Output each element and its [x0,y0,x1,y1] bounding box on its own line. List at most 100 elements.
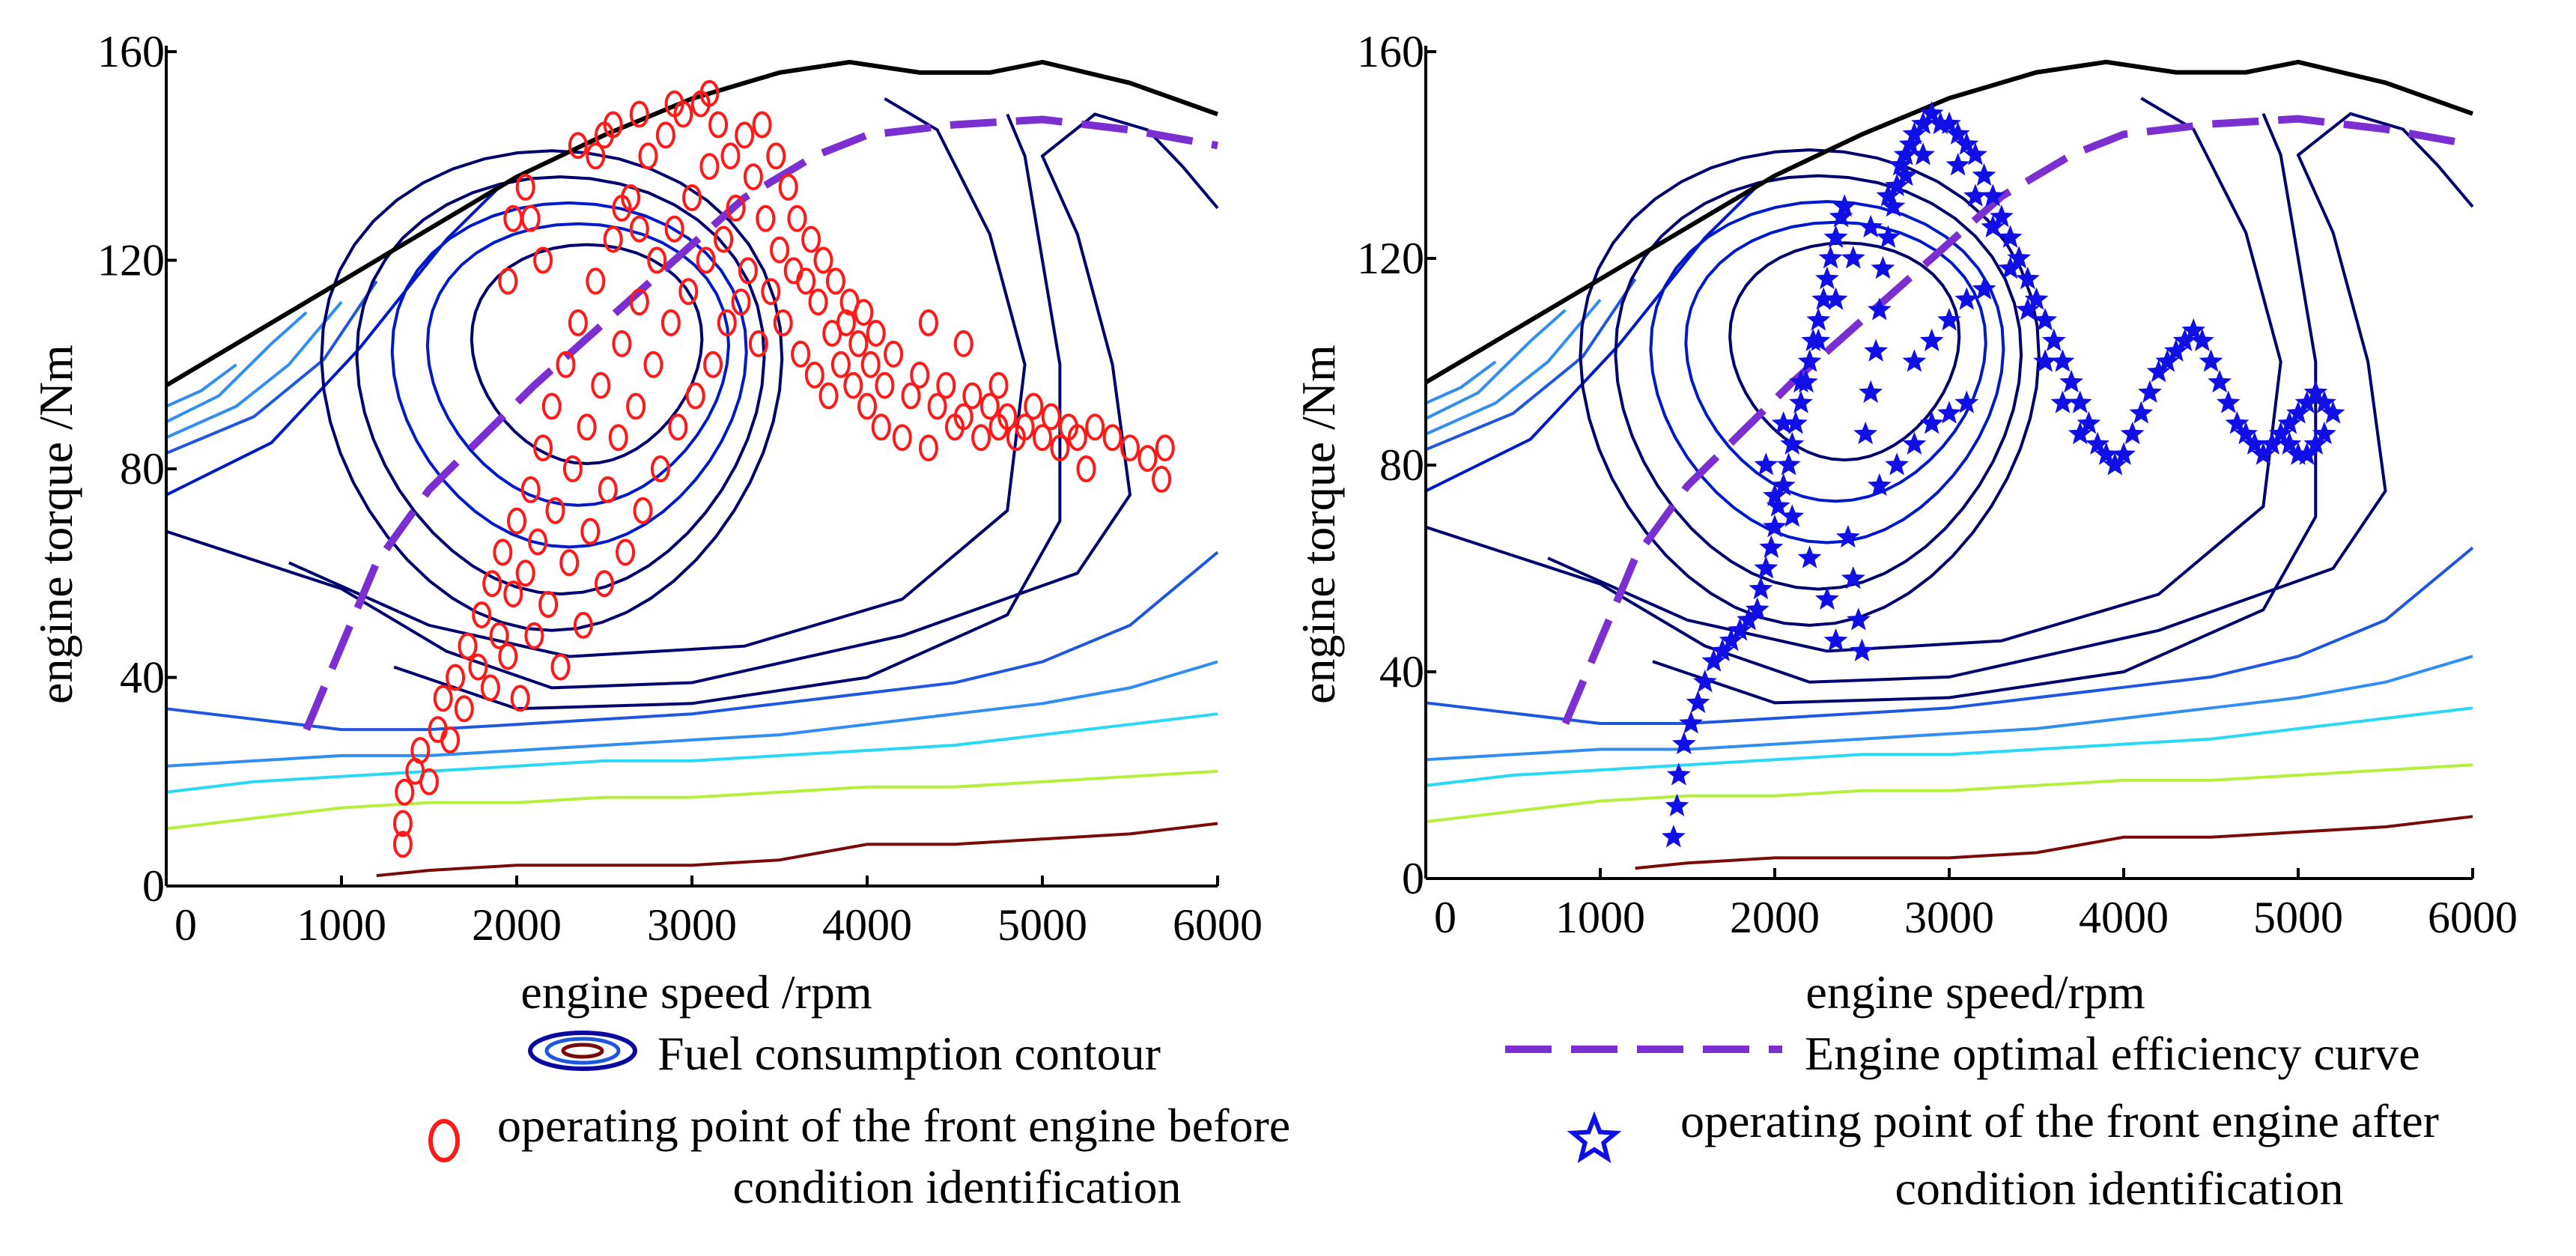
operating-point-after [1814,266,1839,290]
operating-point-after [1749,576,1773,600]
operating-point-before [1024,392,1044,420]
y-tick-label: 160 [1357,27,1424,76]
operating-point-before [629,215,649,243]
operating-point-after [1788,390,1813,413]
fuel-contour-line [1425,184,1759,493]
operating-point-before [892,424,912,452]
operating-point-after [2077,411,2101,434]
operating-point-after [2033,308,2058,331]
operating-point-after [2050,349,2075,372]
x-tick-label: 6000 [1173,900,1263,950]
fuel-contour-line [1425,360,1497,405]
operating-point-after [1776,452,1801,476]
fuel-contour-line [1425,763,2473,824]
operating-point-before [979,392,1000,420]
operating-point-before [678,278,699,306]
operating-point-before [752,111,772,139]
operating-point-after [1972,163,1996,186]
operating-point-after [2163,339,2188,362]
left-fuel-contours [165,59,1219,878]
operating-point-after [1937,111,1961,135]
operating-point-before [468,653,488,681]
fuel-contour-island [1579,148,2041,627]
operating-point-after [1981,214,2005,238]
operating-point-before [748,330,768,357]
fuel-contour-line [165,300,343,440]
operating-point-before [971,424,991,452]
fuel-contour-island [1728,241,1961,462]
operating-point-before [770,236,789,264]
operating-point-before [1152,465,1172,493]
y-tick-label: 120 [1357,234,1424,283]
operating-point-after [1841,246,1865,269]
fuel-contour-line [288,97,1027,658]
operating-point-before [510,685,530,712]
left-axes: 0 1000 2000 3000 4000 5000 6000 0 40 80 120 160 [97,27,1263,950]
operating-point-before [480,674,500,702]
operating-point-before [395,778,415,806]
operating-point-before [668,413,688,441]
x-tick-label: 4000 [2079,893,2169,942]
operating-point-after [2015,266,2040,290]
operating-point-after [1771,411,1796,434]
left-y-axis-label: engine torque /Nm [29,345,82,704]
operating-point-before [515,559,535,587]
operating-point-before [616,538,636,566]
operating-point-before [962,382,982,410]
operating-point-after [1871,256,1895,279]
right-x-axis-label: engine speed/rpm [1805,965,2145,1019]
left-chart-panel: 0 1000 2000 3000 4000 5000 6000 0 40 80 120 160 eng… [29,27,1263,1019]
operating-point-after [1818,246,1843,269]
fuel-contour-island [470,243,704,466]
operating-point-after [1728,618,1752,641]
y-tick-label: 0 [1402,854,1424,903]
operating-point-before [556,351,576,378]
operating-point-after [2208,369,2232,393]
operating-point-before [482,570,502,598]
star-icon [1567,1111,1622,1163]
operating-point-after [1841,566,1865,589]
operating-point-before [773,309,793,336]
y-tick-label: 80 [120,444,165,494]
operating-point-before [875,371,895,399]
operating-point-before [586,267,606,295]
operating-point-after [1686,690,1710,713]
x-tick-label: 2000 [1730,893,1820,942]
operating-point-before [825,267,845,295]
operating-point-after [2129,401,2154,424]
operating-point-before [848,330,869,357]
operating-point-after [1945,121,1970,145]
fuel-contour-island [355,175,766,596]
operating-point-after [1788,369,1813,393]
operating-point-after [1832,194,1857,217]
operating-point-after [1954,132,1979,155]
operating-point-before [1033,424,1052,452]
fuel-contour-line [165,311,308,424]
operating-point-after [2041,328,2066,351]
operating-point-after [2033,349,2058,372]
operating-point-after [2277,411,2302,434]
operating-point-before [766,142,786,170]
operating-point-before [419,768,439,795]
operating-point-after [1737,607,1761,631]
right-axes: 0 1000 2000 3000 4000 5000 6000 0 40 80 120 160 [1357,27,2518,942]
operating-point-after [2103,452,2127,476]
operating-point-after [1710,638,1735,661]
operating-point-after [1823,628,1848,652]
operating-point-before [1102,424,1123,452]
operating-point-after [2251,442,2276,465]
operating-point-before [866,320,886,347]
operating-point-after [1864,339,1889,362]
operating-point-after [1797,349,1822,372]
operating-point-before [541,392,562,420]
operating-point-before [577,413,597,441]
fuel-contour-line [1425,546,2474,725]
operating-point-before [591,371,611,399]
operating-point-after [2050,390,2075,413]
operating-point-after [1806,308,1831,331]
legend-after-label-line2: condition identification [1895,1162,2344,1215]
operating-point-after [1661,825,1686,848]
operating-point-after [1853,421,1878,445]
operating-point-after [2216,390,2241,413]
